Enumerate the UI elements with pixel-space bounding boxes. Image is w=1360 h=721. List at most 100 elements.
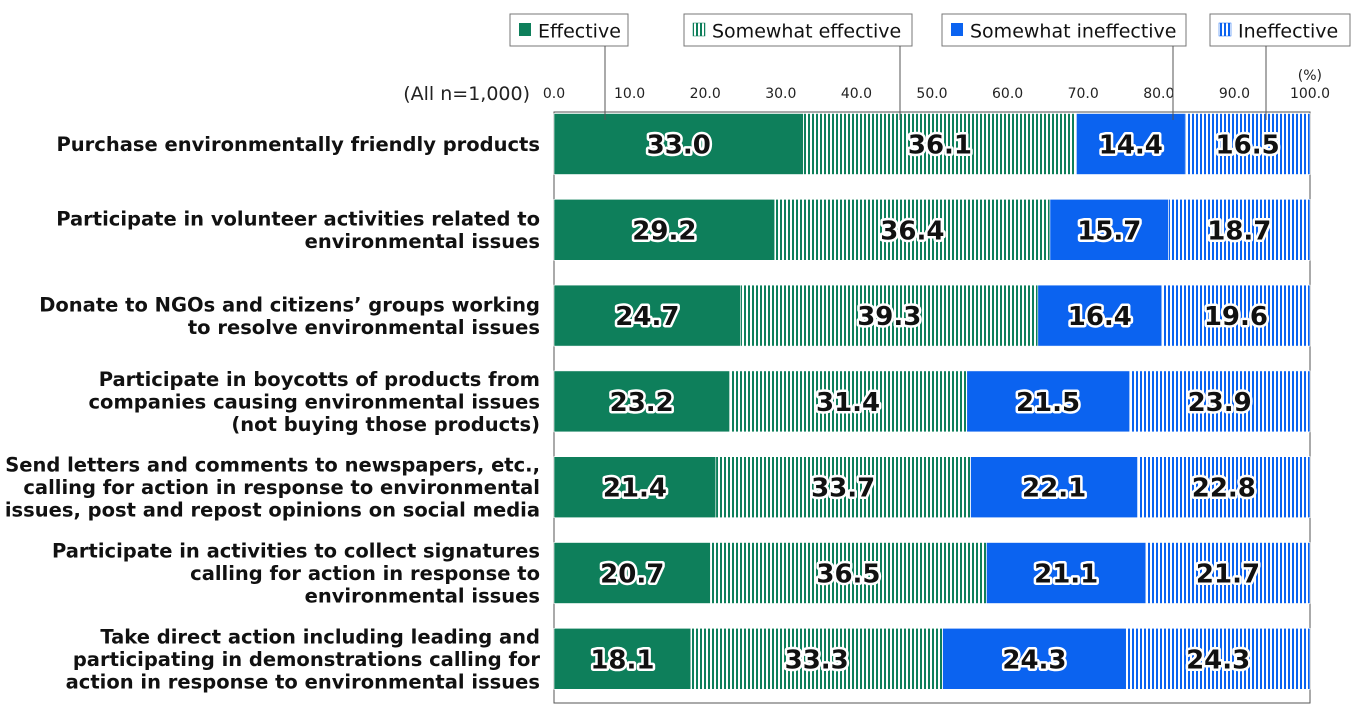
data-label: 16.4 xyxy=(1068,302,1132,332)
bar-segment xyxy=(1037,284,1163,347)
category-label: (not buying those products) xyxy=(231,413,540,436)
legend-label: Effective xyxy=(538,21,621,43)
bar-segment xyxy=(942,627,1127,690)
data-label: 14.4 xyxy=(1099,131,1163,161)
category-label: to resolve environmental issues xyxy=(188,316,540,339)
category-label: Donate to NGOs and citizens’ groups work… xyxy=(39,293,540,316)
bar-segment xyxy=(1125,627,1311,690)
legend-swatch xyxy=(951,23,963,36)
data-label: 22.1 xyxy=(1022,474,1086,504)
bar-segment xyxy=(690,627,943,690)
bar-segment xyxy=(553,199,776,261)
bar-segment xyxy=(1076,113,1186,175)
category-label: Send letters and comments to newspapers,… xyxy=(5,454,540,477)
data-label: 24.3 xyxy=(1186,645,1250,675)
data-label: 18.7 xyxy=(1207,216,1271,246)
data-label: 29.2 xyxy=(632,216,696,246)
legend-swatch xyxy=(1218,22,1232,37)
data-label: 33.7 xyxy=(811,474,875,504)
bar-segment xyxy=(1168,199,1311,261)
x-tick-label: 0.0 xyxy=(543,86,565,102)
legend-box xyxy=(941,13,1187,47)
x-tick-label: 50.0 xyxy=(916,86,947,102)
data-label: 23.2 xyxy=(610,388,674,418)
bar-segment xyxy=(1137,456,1311,519)
data-label: 31.4 xyxy=(816,388,880,418)
bars xyxy=(553,113,1311,690)
bar-segment xyxy=(729,370,968,433)
bar-segment xyxy=(970,456,1138,519)
data-label: 24.7 xyxy=(615,302,679,332)
data-label: 20.7 xyxy=(600,560,664,590)
bar-segment xyxy=(1129,370,1311,433)
category-label: calling for action in response to xyxy=(190,562,540,585)
data-label: 21.5 xyxy=(1016,388,1080,418)
data-label: 36.1 xyxy=(908,131,972,161)
category-label: calling for action in response to enviro… xyxy=(23,476,540,499)
data-label: 36.4 xyxy=(880,216,944,246)
bar-segment xyxy=(986,542,1147,604)
legend-box xyxy=(1209,13,1351,47)
x-tick-label: 20.0 xyxy=(690,86,721,102)
data-label: 18.1 xyxy=(590,645,654,675)
legend-label: Ineffective xyxy=(1238,21,1338,43)
data-label: 23.9 xyxy=(1188,388,1252,418)
data-label: 39.3 xyxy=(857,302,921,332)
data-label: 33.3 xyxy=(785,645,849,675)
legend-swatch xyxy=(692,22,706,37)
category-label: action in response to environmental issu… xyxy=(66,670,540,693)
category-label: Participate in boycotts of products from xyxy=(99,368,540,391)
data-label: 15.7 xyxy=(1077,216,1141,246)
data-label: 19.6 xyxy=(1204,302,1268,332)
data-label: 21.1 xyxy=(1034,560,1098,590)
category-label: companies causing environmental issues xyxy=(89,390,541,413)
data-label: 22.8 xyxy=(1192,474,1256,504)
legend: Effective Somewhat effective Somewhat inef… xyxy=(509,13,1351,47)
x-tick-label: 70.0 xyxy=(1068,86,1099,102)
category-label: environmental issues xyxy=(305,585,540,608)
data-label: 24.3 xyxy=(1002,645,1066,675)
x-tick-label: 80.0 xyxy=(1143,86,1174,102)
x-axis: 0.0 10.0 20.0 30.0 40.0 50.0 60.0 70.0 80.0 90.0 1… xyxy=(543,86,1330,102)
category-label: environmental issues xyxy=(305,230,540,253)
unit-label: (%) xyxy=(1298,68,1322,84)
bar-segment xyxy=(1145,542,1311,604)
data-label: 33.0 xyxy=(647,131,711,161)
bar-segment xyxy=(1161,284,1311,347)
x-tick-label: 100.0 xyxy=(1290,86,1330,102)
legend-swatch xyxy=(519,23,531,36)
x-tick-label: 30.0 xyxy=(765,86,796,102)
category-label: Purchase environmentally friendly produc… xyxy=(56,133,540,156)
category-label: Participate in activities to collect sig… xyxy=(52,540,540,563)
bar-segment xyxy=(553,113,804,175)
legend-box xyxy=(683,13,913,47)
category-label: participating in demonstrations calling … xyxy=(73,648,541,671)
bar-segment xyxy=(553,542,711,604)
bar-segment xyxy=(553,284,742,347)
bar-segment xyxy=(740,284,1039,347)
bar-segment xyxy=(715,456,971,519)
legend-label: Somewhat ineffective xyxy=(970,21,1177,43)
bar-segment xyxy=(1184,113,1311,175)
bar-segment xyxy=(553,370,730,433)
category-labels: Purchase environmentally friendly produc… xyxy=(5,133,541,693)
x-tick-label: 10.0 xyxy=(614,86,645,102)
category-label: Participate in volunteer activities rela… xyxy=(56,208,540,231)
legend-leaders xyxy=(604,46,1267,120)
data-label: 36.5 xyxy=(816,560,880,590)
x-tick-label: 60.0 xyxy=(992,86,1023,102)
x-tick-label: 40.0 xyxy=(841,86,872,102)
bar-segment xyxy=(553,627,692,690)
bar-segment xyxy=(966,370,1130,433)
bar-segment xyxy=(1049,199,1169,261)
data-label: 21.7 xyxy=(1196,560,1260,590)
data-label: 21.4 xyxy=(603,474,667,504)
category-label: Take direct action including leading and xyxy=(100,625,540,648)
category-label: issues, post and repost opinions on soci… xyxy=(5,499,540,522)
bar-segment xyxy=(710,542,987,604)
bar-segment xyxy=(803,113,1077,175)
value-labels: 33.0 36.1 14.4 16.5 29.2 36.4 15.7 18.7 24.7 39.3… xyxy=(588,128,1282,678)
sample-size-label: (All n=1,000) xyxy=(403,83,530,105)
bar-segment xyxy=(553,456,717,519)
